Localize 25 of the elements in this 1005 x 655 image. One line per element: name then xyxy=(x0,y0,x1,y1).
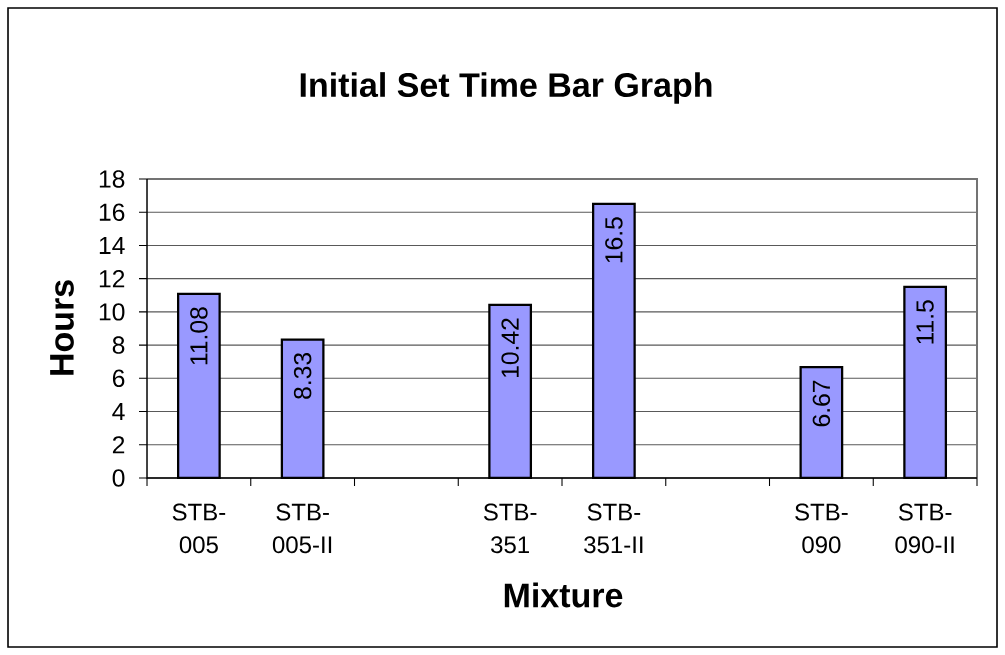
x-tick-label: STB-351 xyxy=(483,503,537,554)
y-tick-label: 6 xyxy=(112,369,125,388)
y-tick-label: 0 xyxy=(112,469,125,487)
x-tick-label: STB-090 xyxy=(795,503,848,554)
data-label: 8.33 xyxy=(293,352,312,399)
y-tick-label: 12 xyxy=(99,270,125,288)
x-axis-title: Mixture xyxy=(504,582,623,608)
y-tick-label: 4 xyxy=(112,403,125,421)
y-tick-label: 10 xyxy=(99,303,125,321)
data-label: 11.5 xyxy=(916,300,934,344)
y-tick-label: 2 xyxy=(112,436,125,454)
y-axis-title: Hours xyxy=(50,280,74,375)
data-label: 6.67 xyxy=(812,380,831,427)
x-tick-label: STB-090-II xyxy=(895,503,954,554)
y-tick-label: 18 xyxy=(99,170,125,188)
x-tick-label: STB-351-II xyxy=(584,503,643,554)
y-tick-label: 8 xyxy=(112,336,125,354)
data-label: 16.5 xyxy=(605,217,623,263)
x-tick-label: STB-005 xyxy=(172,503,226,554)
y-tick-label: 16 xyxy=(99,203,125,221)
chart-title: Initial Set Time Bar Graph xyxy=(300,72,712,104)
y-tick-label: 14 xyxy=(99,236,125,254)
data-label: 11.08 xyxy=(190,307,208,365)
x-tick-label: STB-005-II xyxy=(272,503,332,554)
data-label: 10.42 xyxy=(501,318,519,378)
